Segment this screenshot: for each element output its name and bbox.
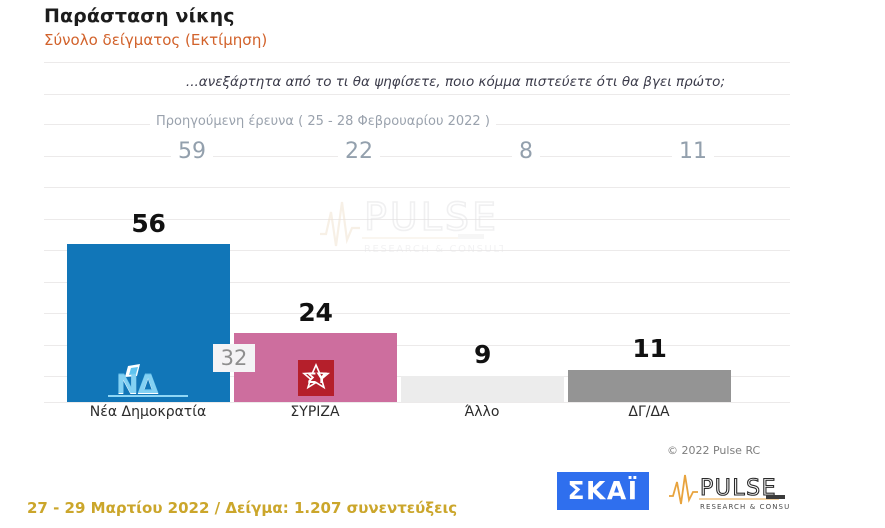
previous-value-allo: 8 (512, 138, 540, 166)
nd-logo-icon: ΝΔ ΝΔ (104, 362, 194, 402)
bars-container: 56 ΝΔ ΝΔ 24 ΣΥ 9 11 (0, 62, 885, 402)
bar-nea-dimokratia[interactable] (67, 244, 230, 402)
bar-group-dgda[interactable]: 11 (568, 62, 731, 402)
bar-value-syriza: 24 (298, 298, 333, 327)
previous-value-nd: 59 (171, 138, 213, 166)
category-label-dgda: ΔΓ/ΔΑ (628, 404, 670, 420)
previous-survey-values: 59 22 8 11 (44, 138, 790, 172)
bar-value-dgda: 11 (632, 334, 667, 363)
gridline (44, 62, 790, 63)
category-label-syriza: ΣΥΡΙΖΑ (290, 404, 340, 420)
bar-allo[interactable] (401, 376, 564, 402)
bar-group-allo[interactable]: 9 (401, 62, 564, 402)
syriza-logo-icon: ΣΥ (296, 358, 336, 402)
pulse-logo: PULSE RESEARCH & CONSULTING (667, 470, 815, 512)
category-label-allo: Άλλο (464, 404, 500, 420)
fieldwork-date-sample: 27 - 29 Μαρτίου 2022 / Δείγμα: 1.207 συν… (27, 499, 458, 517)
gridline (44, 313, 790, 314)
page-subtitle: Σύνολο δείγματος (Εκτίμηση) (44, 30, 268, 49)
gridline (44, 282, 790, 283)
svg-text:RESEARCH & CONSULTING: RESEARCH & CONSULTING (700, 503, 789, 511)
gridline (44, 94, 790, 95)
gridline (44, 402, 790, 403)
poll-question: ...ανεξάρτητα από το τι θα ψηφίσετε, ποι… (180, 74, 730, 90)
svg-text:ΣΥ: ΣΥ (307, 371, 328, 387)
category-axis-labels: Νέα Δημοκρατία ΣΥΡΙΖΑ Άλλο ΔΓ/ΔΑ (0, 404, 885, 428)
svg-text:ΝΔ: ΝΔ (116, 369, 159, 398)
gridline (44, 345, 790, 346)
skai-logo: ΣΚΑΪ (557, 472, 649, 510)
previous-survey-label: Προηγούμενη έρευνα ( 25 - 28 Φεβρουαρίου… (150, 114, 496, 129)
bar-value-nea-dimokratia: 56 (131, 209, 166, 238)
previous-value-syriza: 22 (338, 138, 380, 166)
bar-group-syriza[interactable]: 24 ΣΥ (234, 62, 397, 402)
category-label-nea-dimokratia: Νέα Δημοκρατία (89, 404, 207, 420)
bar-dgda[interactable] (568, 370, 731, 402)
bar-group-nea-dimokratia[interactable]: 56 ΝΔ ΝΔ (67, 62, 230, 402)
page-title: Παράσταση νίκης (44, 5, 235, 27)
copyright-text: © 2022 Pulse RC (667, 444, 761, 457)
gap-difference-badge: 32 (213, 344, 255, 372)
bar-value-allo: 9 (473, 340, 492, 369)
previous-value-dgda: 11 (672, 138, 714, 166)
gridline (44, 250, 790, 251)
gridline (44, 156, 790, 157)
svg-text:PULSE: PULSE (700, 476, 777, 501)
chart-header: Παράσταση νίκης Σύνολο δείγματος (Εκτίμη… (44, 5, 844, 49)
gridline (44, 219, 790, 220)
gridline (44, 187, 790, 188)
